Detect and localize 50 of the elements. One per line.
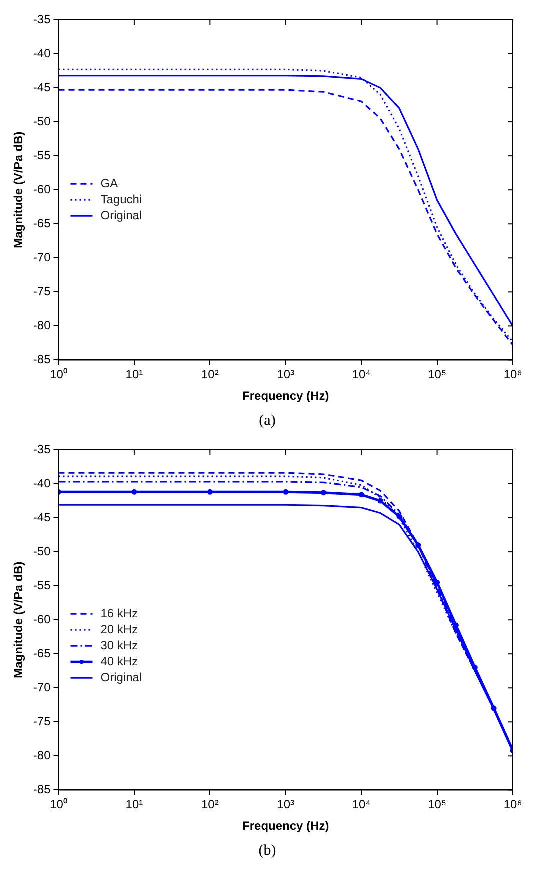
y-tick-label: -45 xyxy=(33,510,52,524)
y-tick-label: -75 xyxy=(33,714,52,728)
y-axis-title: Magnitude (V/Pa dB) xyxy=(12,132,26,248)
y-tick-label: -75 xyxy=(33,284,52,298)
x-tick-label: 10⁰ xyxy=(50,368,68,382)
y-tick-label: -35 xyxy=(33,12,52,26)
y-tick-label: -45 xyxy=(33,80,52,94)
x-tick-label: 10⁶ xyxy=(504,798,522,812)
y-tick-label: -65 xyxy=(33,646,52,660)
y-tick-label: -70 xyxy=(33,250,52,264)
x-tick-label: 10³ xyxy=(277,368,295,382)
x-tick-label: 10⁴ xyxy=(352,368,371,382)
x-axis-title: Frequency (Hz) xyxy=(242,389,330,404)
legend-label: Original xyxy=(100,670,142,684)
y-tick-label: -40 xyxy=(33,476,52,490)
y-tick-label: -70 xyxy=(33,680,52,694)
legend-label: Taguchi xyxy=(100,192,142,206)
legend-label: GA xyxy=(100,176,118,190)
y-tick-label: -85 xyxy=(33,352,52,367)
x-tick-label: 10² xyxy=(201,798,219,812)
y-tick-label: -85 xyxy=(33,782,52,797)
y-tick-label: -60 xyxy=(33,612,52,626)
y-tick-label: -80 xyxy=(33,748,52,762)
x-tick-label: 10⁶ xyxy=(504,368,522,382)
x-tick-label: 10⁵ xyxy=(428,368,446,382)
y-tick-label: -50 xyxy=(33,114,52,128)
x-tick-label: 10⁴ xyxy=(352,798,371,812)
legend-label: 30 kHz xyxy=(100,638,138,652)
x-tick-label: 10¹ xyxy=(126,798,144,812)
y-tick-label: -55 xyxy=(33,578,52,592)
y-tick-label: -40 xyxy=(33,46,52,60)
y-tick-label: -55 xyxy=(33,148,52,162)
legend-label: 40 kHz xyxy=(100,654,138,668)
y-tick-label: -65 xyxy=(33,216,52,230)
text: (a) xyxy=(258,412,277,431)
x-tick-label: 10⁵ xyxy=(428,798,446,812)
y-axis-title: Magnitude (V/Pa dB) xyxy=(12,562,26,678)
text: (b) xyxy=(258,842,278,861)
legend-label: Original xyxy=(100,208,142,222)
y-tick-label: -35 xyxy=(33,442,52,456)
x-tick-label: 10¹ xyxy=(126,368,144,382)
y-tick-label: -80 xyxy=(33,318,52,332)
x-axis-title: Frequency (Hz) xyxy=(242,819,330,834)
legend-label: 16 kHz xyxy=(100,606,138,620)
y-tick-label: -50 xyxy=(33,544,52,558)
y-tick-label: -60 xyxy=(33,182,52,196)
x-tick-label: 10² xyxy=(201,368,219,382)
legend-label: 20 kHz xyxy=(100,622,138,636)
x-tick-label: 10³ xyxy=(277,798,295,812)
x-tick-label: 10⁰ xyxy=(50,798,68,812)
